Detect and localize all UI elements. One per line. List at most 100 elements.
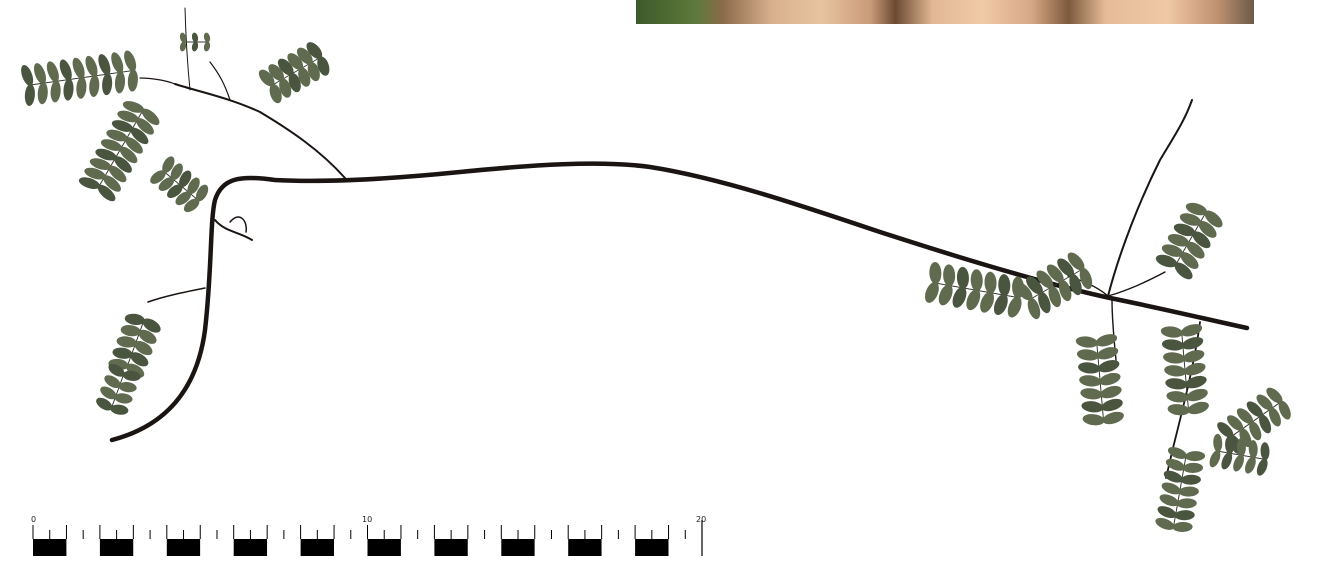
leaflet	[1079, 375, 1102, 387]
compound-leaves	[21, 32, 1291, 533]
leaflet	[1180, 324, 1203, 337]
leaflet	[183, 198, 200, 213]
leaflet	[1026, 276, 1043, 295]
leaflet	[1185, 202, 1208, 216]
leaf-cluster	[21, 50, 138, 107]
scale-segment	[367, 539, 401, 556]
leaflet	[1259, 414, 1272, 434]
leaf-cluster	[1015, 252, 1093, 320]
leaflet	[1036, 270, 1054, 289]
leaflet	[78, 177, 101, 190]
leaflet	[1185, 451, 1206, 462]
leaflet	[1080, 388, 1103, 400]
leaflet	[1185, 375, 1207, 389]
scale-segment	[568, 539, 602, 556]
scale-segment	[200, 539, 234, 556]
leaflet	[1225, 435, 1235, 454]
leaflet	[114, 156, 132, 173]
leaflet	[138, 329, 157, 344]
leaflet	[134, 341, 153, 356]
leaflet	[1248, 440, 1258, 459]
leaflet	[1180, 252, 1199, 269]
leaflet	[1096, 347, 1119, 360]
leaf-cluster	[96, 363, 141, 415]
leaflet	[1256, 394, 1273, 411]
leaflet	[956, 266, 969, 289]
scale-ruler	[32, 520, 703, 556]
leaflet	[1165, 458, 1185, 471]
leaflet	[167, 184, 183, 199]
leaflet	[46, 61, 59, 83]
leaflet	[21, 64, 34, 86]
leaflet	[111, 120, 134, 132]
leaflet	[1236, 408, 1253, 424]
leaflet	[998, 274, 1011, 297]
leaflet	[1155, 254, 1178, 268]
leaf-cluster	[1075, 334, 1124, 426]
leaflet	[306, 42, 323, 59]
leaflet	[1038, 291, 1051, 314]
leaflet	[125, 137, 143, 154]
leaflet	[1256, 458, 1268, 476]
leaflet	[1186, 388, 1208, 402]
leaflet	[1157, 506, 1177, 519]
leaflet	[984, 271, 997, 294]
leaflet	[1246, 401, 1263, 417]
leaflet	[162, 156, 175, 173]
leaflet	[122, 370, 141, 381]
leaflet	[1082, 414, 1105, 426]
leaflet	[980, 291, 994, 313]
leaflet	[1278, 400, 1291, 420]
leaflet	[1266, 387, 1283, 404]
leaflet	[1174, 262, 1193, 280]
leaflet	[1101, 398, 1123, 412]
leaflet	[1027, 297, 1041, 320]
leaflet	[89, 75, 100, 97]
leaflet	[1078, 362, 1100, 374]
leaflet	[127, 69, 138, 92]
leaf-cluster	[1160, 324, 1209, 416]
leaflet	[1176, 498, 1197, 509]
leaflet	[130, 352, 149, 367]
leaflet	[1075, 336, 1098, 348]
scale-segment	[534, 539, 569, 556]
leaflet	[114, 71, 126, 94]
leaf-cluster	[258, 42, 330, 104]
leaflet	[1217, 422, 1234, 438]
leaflet	[1249, 421, 1262, 441]
leaflet	[1187, 401, 1209, 415]
leaflet	[118, 382, 137, 393]
leaf-cluster	[78, 101, 160, 202]
leaflet	[1213, 433, 1223, 452]
leaflet	[1164, 365, 1187, 377]
leaflet	[1102, 411, 1124, 425]
leaflet	[84, 167, 106, 180]
leaflet	[287, 53, 304, 70]
leaflet	[277, 58, 294, 76]
leaflet	[317, 56, 330, 76]
leaflet	[1198, 220, 1217, 238]
leaflet	[1173, 223, 1196, 237]
leaflet	[1095, 334, 1118, 347]
scale-segment	[133, 539, 167, 556]
leaflet	[279, 78, 292, 98]
leaflet	[110, 404, 129, 415]
leaflet	[97, 184, 116, 202]
leaflet	[1058, 279, 1072, 302]
leaflet	[50, 80, 61, 103]
leaflet	[1167, 404, 1190, 416]
leaflet	[100, 386, 117, 400]
leaflet	[158, 177, 175, 191]
leaflet	[179, 32, 187, 43]
leaflet	[136, 118, 154, 135]
scale-segment	[467, 539, 502, 556]
leaflet	[108, 363, 125, 377]
scale-segment	[267, 539, 301, 556]
leaflet	[98, 54, 111, 76]
scale-segment	[434, 539, 468, 556]
leaflet	[1076, 349, 1099, 361]
leaflet	[1172, 522, 1193, 533]
leaflet	[296, 47, 313, 65]
scale-segment	[400, 539, 435, 556]
leaflet	[1160, 326, 1183, 338]
